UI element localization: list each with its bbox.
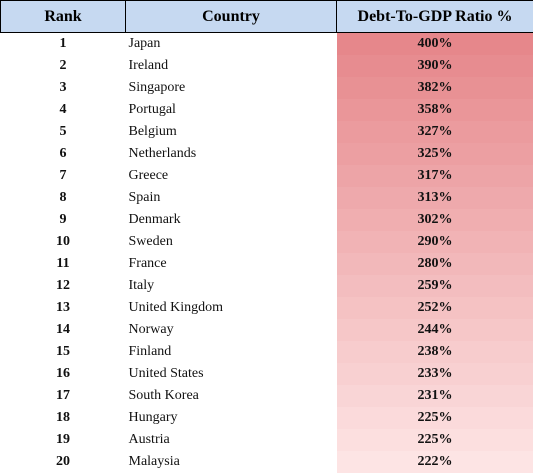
country-cell: Austria [128,432,170,447]
rank-cell: 3 [59,80,67,95]
ratio-cell: 400% [336,32,533,55]
rank-cell: 19 [56,432,70,447]
row: 3 Singapore 382% [1,77,533,99]
country-cell: Netherlands [128,146,197,161]
country-cell: Singapore [128,80,186,95]
row: 13 United Kingdom 252% [1,297,533,319]
country-cell: United Kingdom [128,300,224,315]
row: 4 Portugal 358% [1,99,533,121]
ratio-cell: 290% [336,231,533,253]
ratio-cell: 244% [336,319,533,341]
row: 15 Finland 238% [1,341,533,363]
row: 10 Sweden 290% [1,231,533,253]
ratio-cell: 382% [336,77,533,99]
row: 2 Ireland 390% [1,55,533,77]
row: 6 Netherlands 325% [1,143,533,165]
country-cell: South Korea [128,388,199,403]
rank-cell: 18 [56,410,70,425]
rank-cell: 14 [56,322,70,337]
ratio-cell: 252% [336,297,533,319]
rank-cell: 2 [59,58,67,73]
country-cell: Belgium [128,124,177,139]
country-cell: Denmark [128,212,181,227]
country-cell: Finland [128,344,172,359]
ratio-cell: 325% [336,143,533,165]
country-cell: France [128,256,167,271]
row: 9 Denmark 302% [1,209,533,231]
ratio-cell: 222% [336,451,533,473]
rank-cell: 20 [56,454,70,469]
row: 14 Norway 244% [1,319,533,341]
rank-cell: 11 [56,256,70,271]
country-cell: Greece [128,168,169,183]
ratio-cell: 317% [336,165,533,187]
country-cell: Portugal [128,102,176,117]
ratio-cell: 302% [336,209,533,231]
table-body: 1 Japan 400% 2 Ireland 390% 3 Singapore 382% 4 Por… [1,32,533,473]
country-cell: Ireland [128,58,169,73]
ratio-cell: 238% [336,341,533,363]
ratio-cell: 225% [336,429,533,451]
rank-cell: 10 [56,234,70,249]
ratio-cell: 225% [336,407,533,429]
rank-cell: 7 [59,168,67,183]
row: 16 United States 233% [1,363,533,385]
header-cell: Debt-To-GDP Ratio % [336,0,533,33]
row: 20 Malaysia 222% [1,451,533,473]
header-cell: Country [125,0,337,33]
rank-cell: 16 [56,366,70,381]
country-cell: Hungary [128,410,178,425]
country-cell: Malaysia [128,454,180,469]
country-cell: United States [128,366,204,381]
row: 1 Japan 400% [1,32,533,55]
rank-cell: 4 [59,102,67,117]
country-cell: Norway [128,322,174,337]
row: 17 South Korea 231% [1,385,533,407]
rank-cell: 5 [59,124,67,139]
country-cell: Sweden [128,234,173,249]
header-cell: Rank [0,0,126,33]
ratio-cell: 231% [336,385,533,407]
ratio-cell: 259% [336,275,533,297]
country-cell: Italy [128,278,155,293]
ratio-cell: 358% [336,99,533,121]
country-cell: Spain [128,190,161,205]
row: 19 Austria 225% [1,429,533,451]
row: 8 Spain 313% [1,187,533,209]
rank-cell: 8 [59,190,67,205]
ratio-cell: 327% [336,121,533,143]
rank-cell: 9 [59,212,67,227]
rank-cell: 17 [56,388,70,403]
rank-cell: 6 [59,146,67,161]
ratio-cell: 313% [336,187,533,209]
row: 18 Hungary 225% [1,407,533,429]
row: 12 Italy 259% [1,275,533,297]
rank-cell: 12 [56,278,70,293]
rank-cell: 15 [56,344,70,359]
country-cell: Japan [128,36,161,51]
rank-cell: 1 [59,36,67,51]
rank-cell: 13 [56,300,70,315]
row: 7 Greece 317% [1,165,533,187]
row: 5 Belgium 327% [1,121,533,143]
ratio-cell: 390% [336,55,533,77]
ratio-cell: 280% [336,253,533,275]
row: 11 France 280% [1,253,533,275]
ratio-cell: 233% [336,363,533,385]
header-row: Rank Country Debt-To-GDP Ratio % [0,0,533,33]
